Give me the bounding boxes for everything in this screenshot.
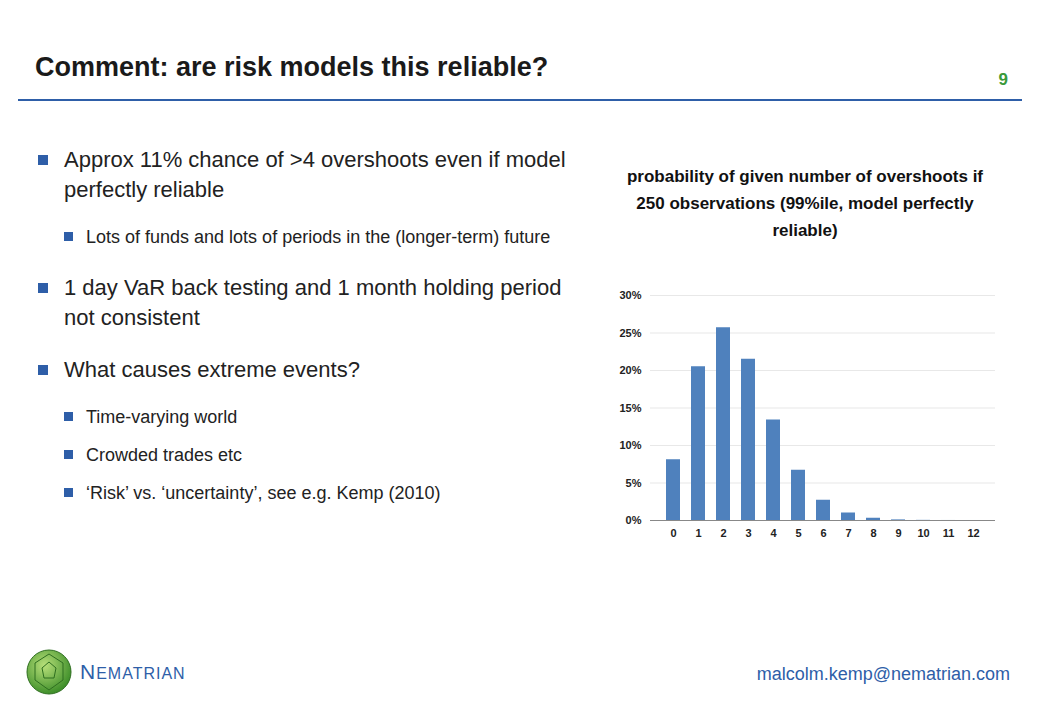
html-text:‘Risk’ vs. ‘uncertainty’, see: ‘Risk’ vs. ‘uncertainty’, see e.g. Kemp …: [86, 483, 441, 503]
svg-text:4: 4: [770, 527, 777, 539]
svg-text:10: 10: [917, 527, 929, 539]
html-text:Time-varying world: Time-varying world: [86, 407, 238, 427]
html-text:Comment: are risk models this: Comment: are risk models this reliable?: [35, 52, 549, 82]
html-text:9: 9: [998, 70, 1008, 89]
svg-text:5%: 5%: [626, 477, 642, 489]
svg-text:0%: 0%: [626, 514, 642, 526]
svg-text:25%: 25%: [619, 327, 641, 339]
html-text:malcolm.kemp@nematrian.com: malcolm.kemp@nematrian.com: [756, 664, 1010, 684]
html-text:Crowded trades etc: Crowded trades etc: [86, 445, 243, 465]
svg-text:7: 7: [845, 527, 851, 539]
svg-text:30%: 30%: [619, 289, 641, 301]
html-text:Lots of funds and lots of peri: Lots of funds and lots of periods in the…: [86, 227, 551, 247]
svg-text:6: 6: [820, 527, 826, 539]
svg-text:12: 12: [967, 527, 979, 539]
svg-text:2: 2: [720, 527, 726, 539]
svg-text:8: 8: [870, 527, 876, 539]
html-text:Approx 11% chance of >4 oversh: Approx 11% chance of >4 overshoots even …: [64, 147, 566, 202]
svg-text:1: 1: [695, 527, 701, 539]
html-text:What causes extreme events?: What causes extreme events?: [64, 357, 360, 382]
svg-text:11: 11: [943, 527, 955, 539]
svg-text:9: 9: [895, 527, 901, 539]
svg-text:20%: 20%: [619, 364, 641, 376]
html-text:1 day VaR back testing and 1 m: 1 day VaR back testing and 1 month holdi…: [64, 275, 562, 330]
svg-text:0: 0: [670, 527, 676, 539]
html-text:probability of given number of: probability of given number of overshoot…: [627, 167, 983, 240]
svg-text:5: 5: [795, 527, 801, 539]
html-text:NEMATRIAN: NEMATRIAN: [80, 660, 186, 683]
svg-text:15%: 15%: [619, 402, 641, 414]
svg-text:3: 3: [745, 527, 751, 539]
svg-text:10%: 10%: [619, 439, 641, 451]
